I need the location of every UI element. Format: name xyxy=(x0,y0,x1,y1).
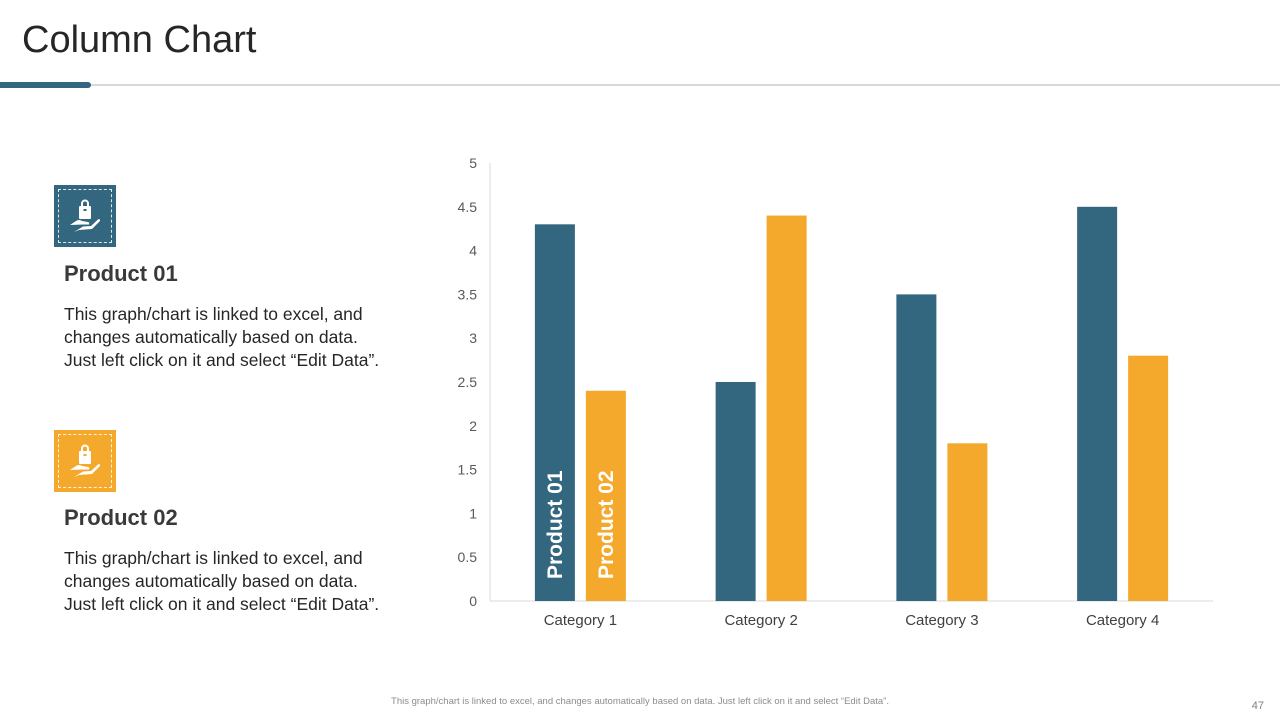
y-tick-label: 4 xyxy=(469,243,477,259)
series-label-2: Product 02 xyxy=(595,470,618,579)
title-underline xyxy=(0,84,1280,86)
y-tick-label: 3 xyxy=(469,330,477,346)
hand-holding-bag-icon xyxy=(70,199,100,232)
slide-title: Column Chart xyxy=(22,19,257,61)
bar-1-1 xyxy=(534,224,575,601)
hand-holding-bag-icon xyxy=(70,444,100,477)
y-tick-label: 4.5 xyxy=(458,199,478,215)
bar-2-1 xyxy=(585,390,626,601)
product-02-icon-box xyxy=(54,430,116,492)
y-tick-label: 0 xyxy=(469,593,477,609)
product-02-description: This graph/chart is linked to excel, and… xyxy=(64,548,380,614)
y-tick-label: 1.5 xyxy=(458,462,478,478)
y-tick-label: 2 xyxy=(469,418,477,434)
category-label: Category 4 xyxy=(1086,612,1159,629)
page-number: 47 xyxy=(1251,700,1264,712)
bar-2-2 xyxy=(766,215,807,601)
bar-2-4 xyxy=(1128,355,1169,601)
product-01-description: This graph/chart is linked to excel, and… xyxy=(64,304,380,370)
series-label-1: Product 01 xyxy=(544,470,567,579)
y-tick-label: 2.5 xyxy=(458,374,478,390)
product-01-icon-box xyxy=(54,185,116,247)
bar-2-3 xyxy=(947,443,988,601)
y-tick-label: 0.5 xyxy=(458,549,478,565)
category-label: Category 2 xyxy=(724,612,797,629)
bar-1-4 xyxy=(1077,206,1118,602)
y-tick-label: 5 xyxy=(469,155,477,171)
footer-note: This graph/chart is linked to excel, and… xyxy=(391,696,889,707)
product-02-title: Product 02 xyxy=(64,505,178,530)
category-label: Category 3 xyxy=(905,612,978,629)
y-tick-label: 1 xyxy=(469,505,477,521)
title-accent-bar xyxy=(0,82,91,88)
bar-1-3 xyxy=(896,294,937,601)
product-01-title: Product 01 xyxy=(64,261,178,286)
y-tick-label: 3.5 xyxy=(458,286,478,302)
bar-1-2 xyxy=(715,382,756,601)
category-label: Category 1 xyxy=(544,612,617,629)
